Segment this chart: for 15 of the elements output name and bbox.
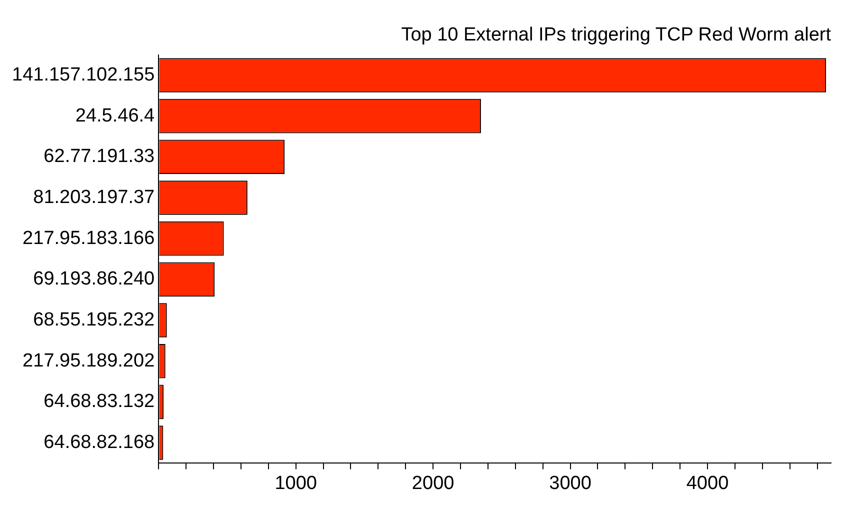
y-tick-label: 69.193.86.240 bbox=[33, 268, 155, 290]
chart-title: Top 10 External IPs triggering TCP Red Worm alert bbox=[401, 24, 832, 46]
y-tick-label: 64.68.83.132 bbox=[44, 391, 155, 412]
y-tick-label: 68.55.195.232 bbox=[33, 309, 155, 330]
y-tick-label: 64.68.82.168 bbox=[44, 432, 155, 454]
y-tick-label: 141.157.102.155 bbox=[12, 64, 155, 86]
y-tick-label: 62.77.191.33 bbox=[44, 146, 155, 168]
y-tick-label: 24.5.46.4 bbox=[75, 105, 156, 126]
x-tick-label: 4000 bbox=[686, 472, 729, 494]
y-tick-label: 81.203.197.37 bbox=[33, 186, 155, 208]
x-tick-label: 3000 bbox=[549, 472, 592, 494]
y-tick-label: 217.95.189.202 bbox=[22, 350, 155, 372]
y-tick-label: 217.95.183.166 bbox=[22, 228, 155, 249]
x-tick-label: 1000 bbox=[274, 472, 317, 494]
x-tick-label: 2000 bbox=[412, 472, 454, 494]
